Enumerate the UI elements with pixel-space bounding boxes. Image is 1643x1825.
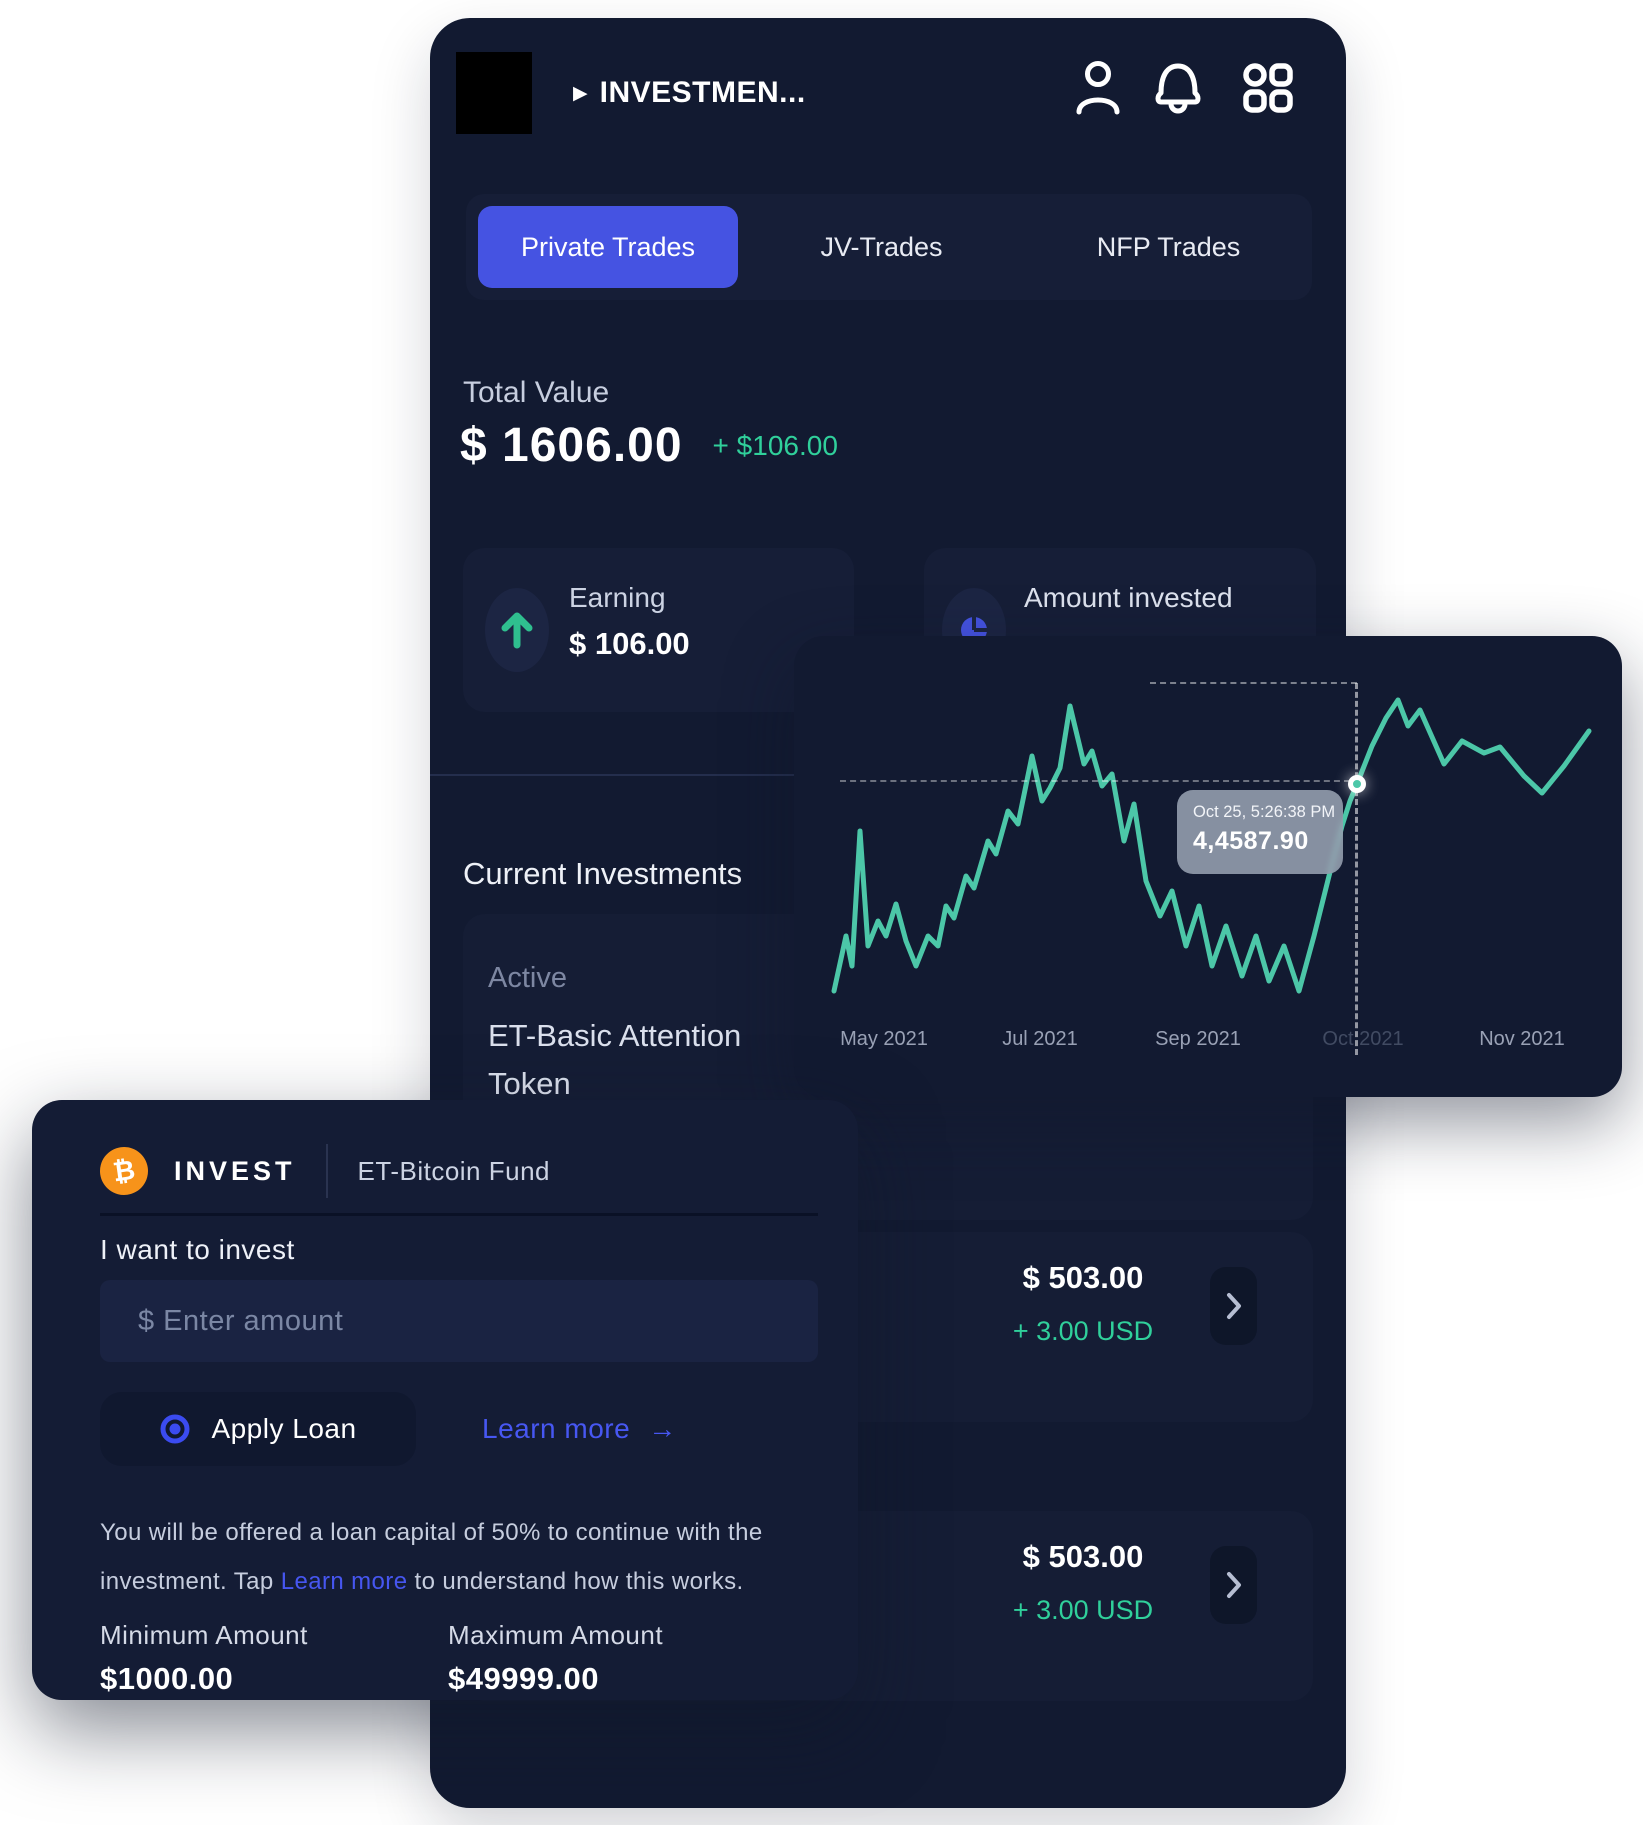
- minimum-amount-value: $1000.00: [100, 1661, 234, 1696]
- selected-point-marker[interactable]: [1348, 775, 1366, 793]
- arrow-up-icon: [485, 588, 549, 672]
- divider: [100, 1213, 818, 1216]
- maximum-amount-label: Maximum Amount: [448, 1620, 664, 1650]
- caret-icon: ▶: [573, 82, 588, 104]
- amount-input[interactable]: [100, 1280, 818, 1362]
- radio-target-icon: [160, 1414, 190, 1444]
- fund-name: ET-Bitcoin Fund: [357, 1155, 551, 1186]
- dashed-guideline-value: [840, 780, 1350, 782]
- investment-delta: + 3.00 USD: [1012, 1316, 1154, 1346]
- page-title: ▶ INVESTMEN...: [573, 76, 806, 110]
- trades-tab-bar: Private Trades JV-Trades NFP Trades: [466, 194, 1312, 300]
- chevron-right-icon: [1226, 1572, 1241, 1598]
- price-line: [831, 697, 1592, 994]
- page-title-text: INVESTMEN...: [599, 76, 806, 109]
- learn-more-label: Learn more: [482, 1413, 631, 1444]
- learn-more-link[interactable]: Learn more →: [482, 1413, 677, 1445]
- apply-loan-button[interactable]: Apply Loan: [100, 1392, 416, 1466]
- chart-card: Oct 25, 5:26:38 PM 4,4587.90 May 2021 Ju…: [794, 636, 1622, 1097]
- price-line-chart[interactable]: [794, 636, 1622, 1097]
- maximum-amount: Maximum Amount $49999.00: [448, 1620, 796, 1697]
- tooltip-value: 4,4587.90: [1193, 827, 1309, 855]
- investment-name: ET-Basic Attention Token: [488, 1018, 742, 1102]
- minimum-amount: Minimum Amount $1000.00: [100, 1620, 448, 1697]
- total-value-row: $ 1606.00 + $106.00: [460, 418, 838, 473]
- divider: [325, 1144, 328, 1198]
- app-logo: [456, 52, 532, 134]
- earning-value: $ 106.00: [569, 626, 690, 661]
- maximum-amount-value: $49999.00: [448, 1661, 600, 1696]
- loan-note-link[interactable]: Learn more: [280, 1568, 408, 1595]
- bitcoin-icon: ₿: [96, 1143, 152, 1199]
- loan-note: You will be offered a loan capital of 50…: [100, 1508, 810, 1606]
- loan-note-text: to understand how this works.: [407, 1568, 744, 1595]
- chart-tooltip: Oct 25, 5:26:38 PM 4,4587.90: [1177, 790, 1343, 874]
- x-tick-nov: Nov 2021: [1479, 1028, 1565, 1050]
- invest-prompt: I want to invest: [100, 1234, 295, 1265]
- total-value-label: Total Value: [463, 376, 610, 409]
- x-tick-jul: Jul 2021: [1002, 1028, 1078, 1050]
- loan-row: Apply Loan Learn more →: [100, 1392, 677, 1466]
- x-tick-sep: Sep 2021: [1155, 1028, 1241, 1050]
- dashed-guideline-date: [1355, 683, 1358, 1055]
- current-investments-heading: Current Investments: [463, 856, 743, 891]
- apply-loan-label: Apply Loan: [211, 1413, 357, 1444]
- x-tick-may: May 2021: [840, 1028, 928, 1050]
- invest-brand: INVEST: [174, 1155, 296, 1186]
- dashed-guideline-top: [1150, 682, 1357, 684]
- investment-value: $ 503.00: [1022, 1539, 1144, 1574]
- invest-header: ₿ INVEST ET-Bitcoin Fund: [96, 1143, 551, 1199]
- earning-label: Earning: [569, 582, 666, 613]
- arrow-right-icon: →: [648, 1413, 677, 1444]
- grid-icon[interactable]: [1243, 63, 1293, 118]
- limits-row: Minimum Amount $1000.00 Maximum Amount $…: [100, 1620, 818, 1697]
- bell-icon[interactable]: [1153, 60, 1203, 123]
- total-value: $ 1606.00: [460, 419, 683, 472]
- amount-invested-label: Amount invested: [1024, 582, 1233, 613]
- row-details-button[interactable]: [1210, 1546, 1257, 1624]
- earning-card: Earning $ 106.00: [463, 548, 854, 712]
- chevron-right-icon: [1226, 1293, 1241, 1319]
- row-details-button[interactable]: [1210, 1267, 1257, 1345]
- investment-value: $ 503.00: [1022, 1260, 1144, 1295]
- minimum-amount-label: Minimum Amount: [100, 1620, 308, 1650]
- tab-nfp-trades[interactable]: NFP Trades: [1096, 231, 1241, 262]
- tab-private-trades[interactable]: Private Trades: [478, 206, 738, 288]
- investment-delta: + 3.00 USD: [1012, 1595, 1154, 1625]
- x-tick-oct: Oct 2021: [1322, 1028, 1404, 1050]
- total-value-delta: + $106.00: [712, 429, 838, 461]
- person-icon[interactable]: [1075, 60, 1121, 121]
- status-badge: Active: [488, 962, 567, 994]
- tooltip-timestamp: Oct 25, 5:26:38 PM: [1193, 803, 1336, 821]
- tab-jv-trades[interactable]: JV-Trades: [820, 231, 943, 262]
- loan-note-text: You will be offered a loan capital of 50…: [100, 1519, 763, 1595]
- invest-panel: ₿ INVEST ET-Bitcoin Fund I want to inves…: [32, 1100, 858, 1700]
